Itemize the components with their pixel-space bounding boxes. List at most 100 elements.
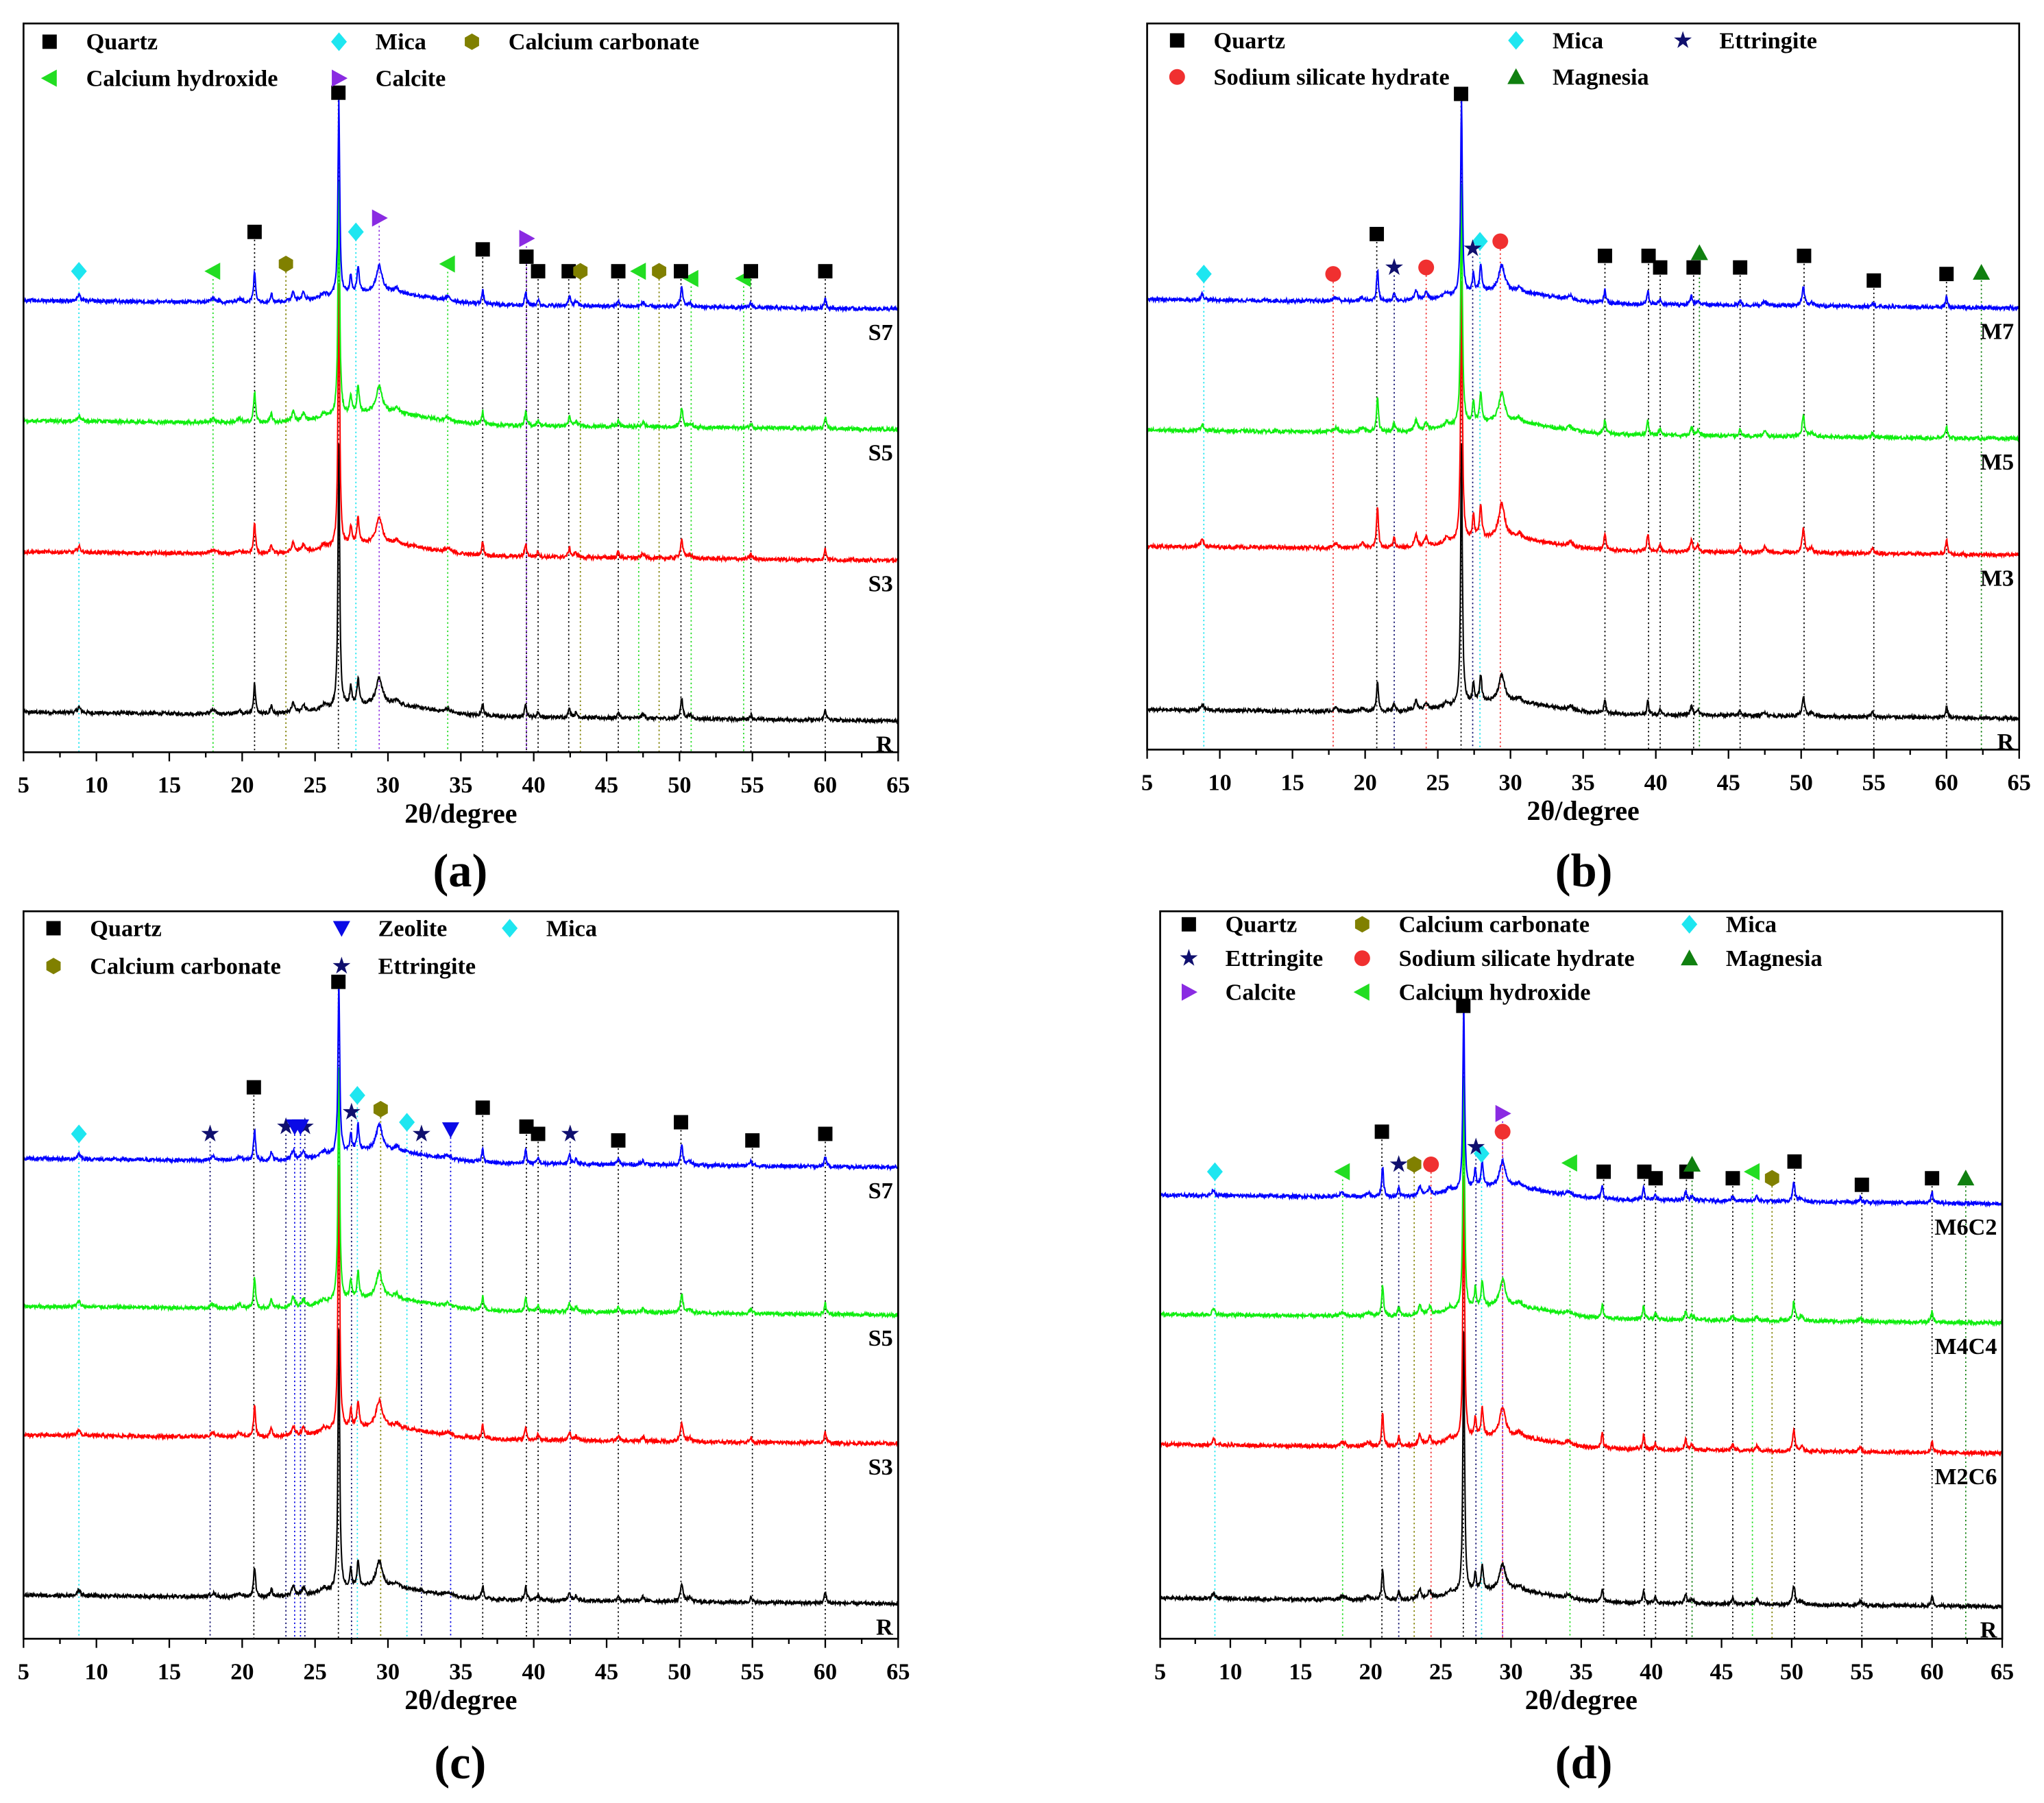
series-line-S5 [23, 181, 899, 434]
x-tick-label: 55 [1862, 770, 1886, 795]
series-label-M3: M3 [1980, 566, 2014, 592]
legend-item-magnesia: Magnesia [1681, 946, 1823, 971]
chart-panel-b: R M3 M5 M7 5 10 15 20 25 30 35 40 45 50 55 60 65 2θ/degre… [1141, 22, 2031, 897]
phase-marker-ettringite [342, 1102, 361, 1120]
phase-marker-quartz [1648, 1171, 1663, 1186]
phase-marker-caco3 [573, 263, 588, 280]
phase-marker-ch [630, 263, 646, 280]
plot-frame [22, 910, 899, 1640]
series-line-R [23, 1329, 899, 1608]
chart-panel-a: R S3 S5 S7 5 10 15 20 25 30 35 40 45 50 55 60 65 2θ/degre… [18, 22, 910, 897]
phase-marker-magnesia [1973, 263, 1991, 280]
series-line-M2C6 [1159, 1175, 2003, 1457]
x-tick-label: 15 [158, 773, 181, 798]
x-tick-label: 15 [1289, 1659, 1312, 1684]
legend: Quartz Mica Calcium carbonate Calcium hydro… [40, 29, 699, 92]
x-tick-label: 45 [1710, 1659, 1733, 1684]
x-tick-label: 50 [668, 1659, 691, 1684]
legend-item-ettringite: Ettringite [332, 954, 476, 980]
legend-symbol-caco3 [1354, 916, 1370, 933]
legend-symbol-ettringite [332, 956, 351, 974]
legend-symbol-calcite [1181, 983, 1197, 1001]
legend-symbol-caco3 [465, 33, 479, 50]
x-tick-label: 65 [2008, 770, 2031, 795]
legend-label: Mica [546, 916, 597, 941]
phase-marker-quartz [1925, 1171, 1940, 1186]
legend-label: Calcium hydroxide [86, 66, 278, 92]
x-tick-label: 35 [1572, 770, 1595, 795]
legend-label: Quartz [90, 916, 162, 941]
legend-item-mica: Mica [1681, 912, 1777, 938]
series-line-S3 [23, 283, 899, 564]
legend-label: Ettringite [1226, 946, 1324, 971]
x-tick-label: 30 [1499, 1659, 1522, 1684]
series-label-R: R [876, 732, 894, 758]
series-label-S3: S3 [868, 1455, 893, 1480]
phase-marker-mica [399, 1113, 415, 1132]
x-tick-label: 65 [886, 1659, 910, 1684]
x-tick-label: 15 [1280, 770, 1304, 795]
legend-symbol-mica [1508, 31, 1524, 50]
x-tick-label: 20 [230, 1659, 254, 1684]
x-tick-label: 40 [1644, 770, 1668, 795]
phase-marker-mica [348, 222, 364, 241]
legend-label: Mica [376, 29, 426, 55]
phase-marker-caco3 [373, 1100, 388, 1117]
legend-item-quartz: Quartz [1181, 912, 1297, 938]
x-tick-label: 60 [1935, 770, 1958, 795]
phase-marker-caco3 [1407, 1156, 1422, 1173]
legend-item-calcite: Calcite [1181, 980, 1295, 1006]
phase-marker-ch [1334, 1163, 1350, 1181]
panel-label: (d) [1555, 1737, 1613, 1789]
legend-label: Quartz [1214, 28, 1286, 53]
phase-marker-zeolite [291, 1119, 309, 1135]
series-label-S5: S5 [868, 1326, 893, 1351]
phase-marker-quartz [818, 1126, 833, 1141]
phase-marker-calcite [372, 209, 388, 227]
phase-marker-quartz [745, 1133, 760, 1148]
phase-marker-quartz [1725, 1171, 1740, 1186]
legend-label: Calcite [376, 66, 446, 92]
legend-label: Ettringite [1719, 28, 1817, 53]
series-label-M6C2: M6C2 [1934, 1215, 1997, 1240]
phase-marker-ch [439, 255, 455, 273]
panel-label: (c) [434, 1737, 486, 1789]
legend-symbol-ettringite [1674, 31, 1692, 48]
legend-symbol-magnesia [1681, 949, 1699, 966]
legend-symbol-ssh [1169, 69, 1185, 85]
phase-marker-ch [682, 269, 698, 287]
phase-marker-quartz [611, 264, 626, 279]
legend-symbol-quartz [46, 921, 61, 936]
series-line-R [23, 444, 899, 725]
phase-marker-magnesia [1683, 1155, 1701, 1172]
x-tick-label: 20 [230, 773, 254, 798]
legend: Quartz Mica Ettringite Sodium silicate hydr… [1169, 28, 1817, 90]
phase-marker-ch [1744, 1163, 1760, 1181]
legend-symbol-mica [502, 919, 518, 938]
phase-marker-ssh [1423, 1157, 1439, 1173]
phase-marker-quartz [331, 974, 346, 989]
x-tick-label: 60 [814, 1659, 837, 1684]
series-label-M7: M7 [1980, 319, 2014, 344]
plot-frame [1146, 22, 2021, 751]
x-tick-label: 45 [595, 1659, 618, 1684]
legend-symbol-ssh [1354, 950, 1370, 967]
series-line-S7 [23, 980, 899, 1172]
legend-item-mica: Mica [502, 916, 597, 941]
phase-marker-ssh [1494, 1124, 1511, 1140]
x-tick-label: 50 [1790, 770, 1813, 795]
legend-item-quartz: Quartz [46, 916, 162, 941]
phase-marker-quartz [519, 1119, 534, 1134]
phase-marker-quartz [246, 1080, 261, 1095]
phase-marker-quartz [1598, 248, 1612, 263]
legend-item-caco3: Calcium carbonate [1354, 912, 1590, 938]
x-tick-label: 35 [449, 1659, 472, 1684]
legend-symbol-zeolite [332, 921, 350, 937]
phase-marker-mica [71, 262, 87, 281]
phase-marker-quartz [744, 264, 759, 279]
legend-item-ch: Calcium hydroxide [40, 66, 278, 92]
phase-marker-mica [1473, 1144, 1489, 1163]
legend-label: Sodium silicate hydrate [1399, 946, 1635, 971]
x-axis-label: 2θ/degree [1527, 795, 1640, 826]
legend-item-calcite: Calcite [332, 66, 446, 92]
